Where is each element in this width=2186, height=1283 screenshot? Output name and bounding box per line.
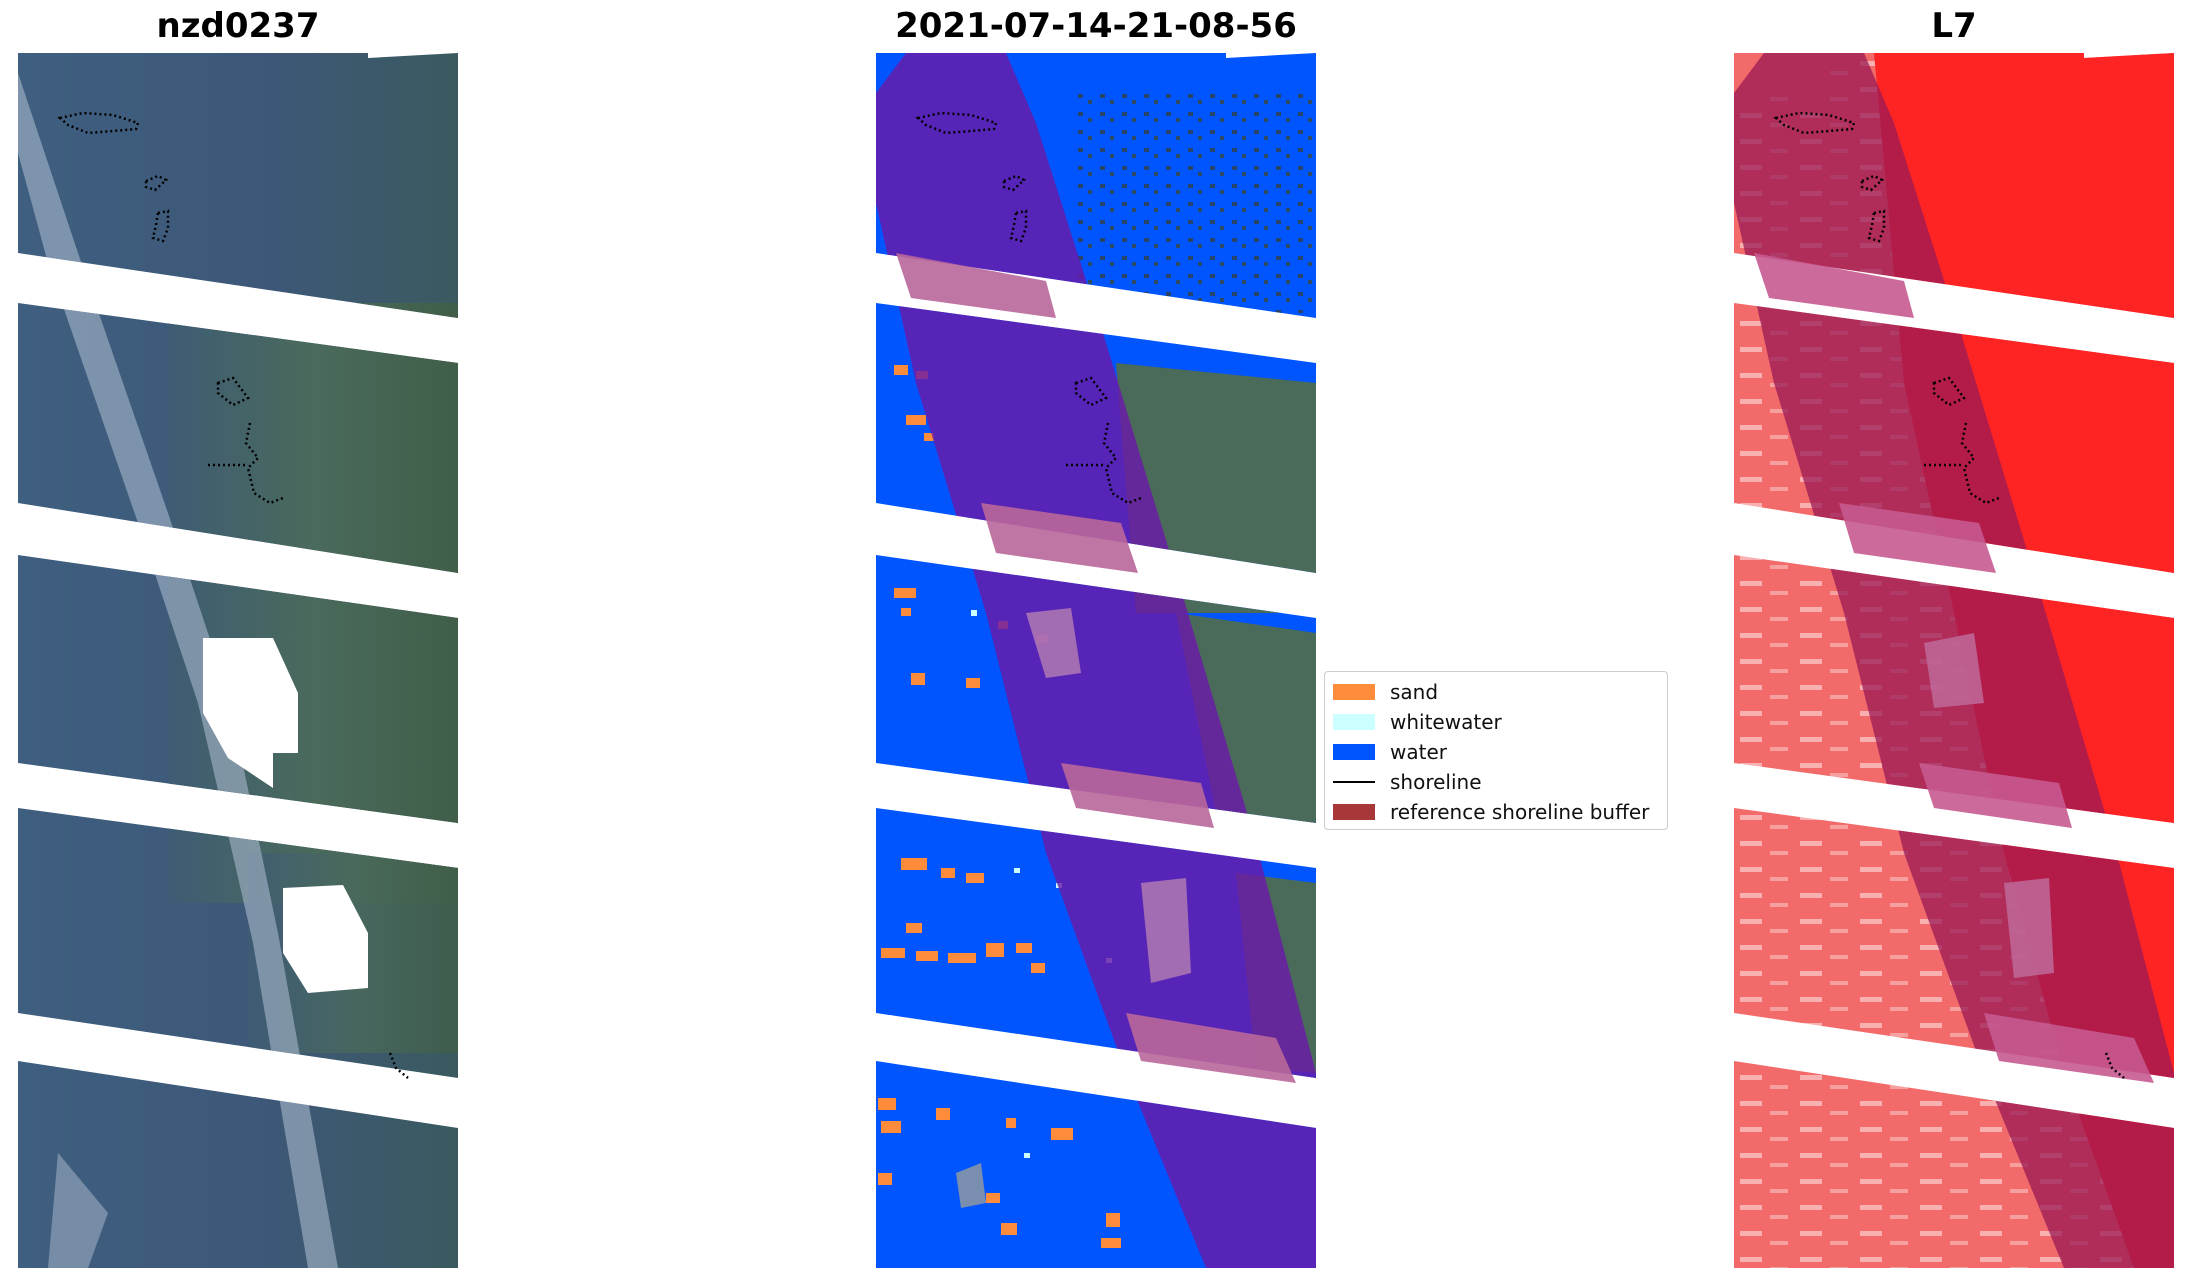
legend-label: reference shoreline buffer: [1390, 800, 1650, 824]
legend-item-sand: sand: [1333, 677, 1659, 707]
water-swatch: [1333, 744, 1375, 760]
shoreline-swatch: [1333, 781, 1375, 783]
legend-item-water: water: [1333, 737, 1659, 767]
sand-swatch: [1333, 684, 1375, 700]
classification-image: [876, 53, 1316, 1268]
rgb-image-panel: [18, 53, 458, 1268]
buffer-swatch: [1333, 804, 1375, 820]
panel-title-index: L7: [1931, 6, 1977, 46]
legend-item-shoreline: shoreline: [1333, 767, 1659, 797]
index-image-panel: [1734, 53, 2174, 1268]
legend-label: sand: [1390, 680, 1439, 704]
legend-item-whitewater: whitewater: [1333, 707, 1659, 737]
legend-item-reference-buffer: reference shoreline buffer: [1333, 797, 1659, 827]
rgb-image: [18, 53, 458, 1268]
panel-title-classification: 2021-07-14-21-08-56: [895, 6, 1297, 46]
legend-label: whitewater: [1390, 710, 1502, 734]
legend-label: shoreline: [1390, 770, 1482, 794]
panel-title-rgb: nzd0237: [156, 6, 320, 46]
whitewater-swatch: [1333, 714, 1375, 730]
index-image: [1734, 53, 2174, 1268]
classification-panel: [876, 53, 1316, 1268]
legend: sand whitewater water shoreline referenc…: [1324, 671, 1668, 830]
legend-label: water: [1390, 740, 1447, 764]
